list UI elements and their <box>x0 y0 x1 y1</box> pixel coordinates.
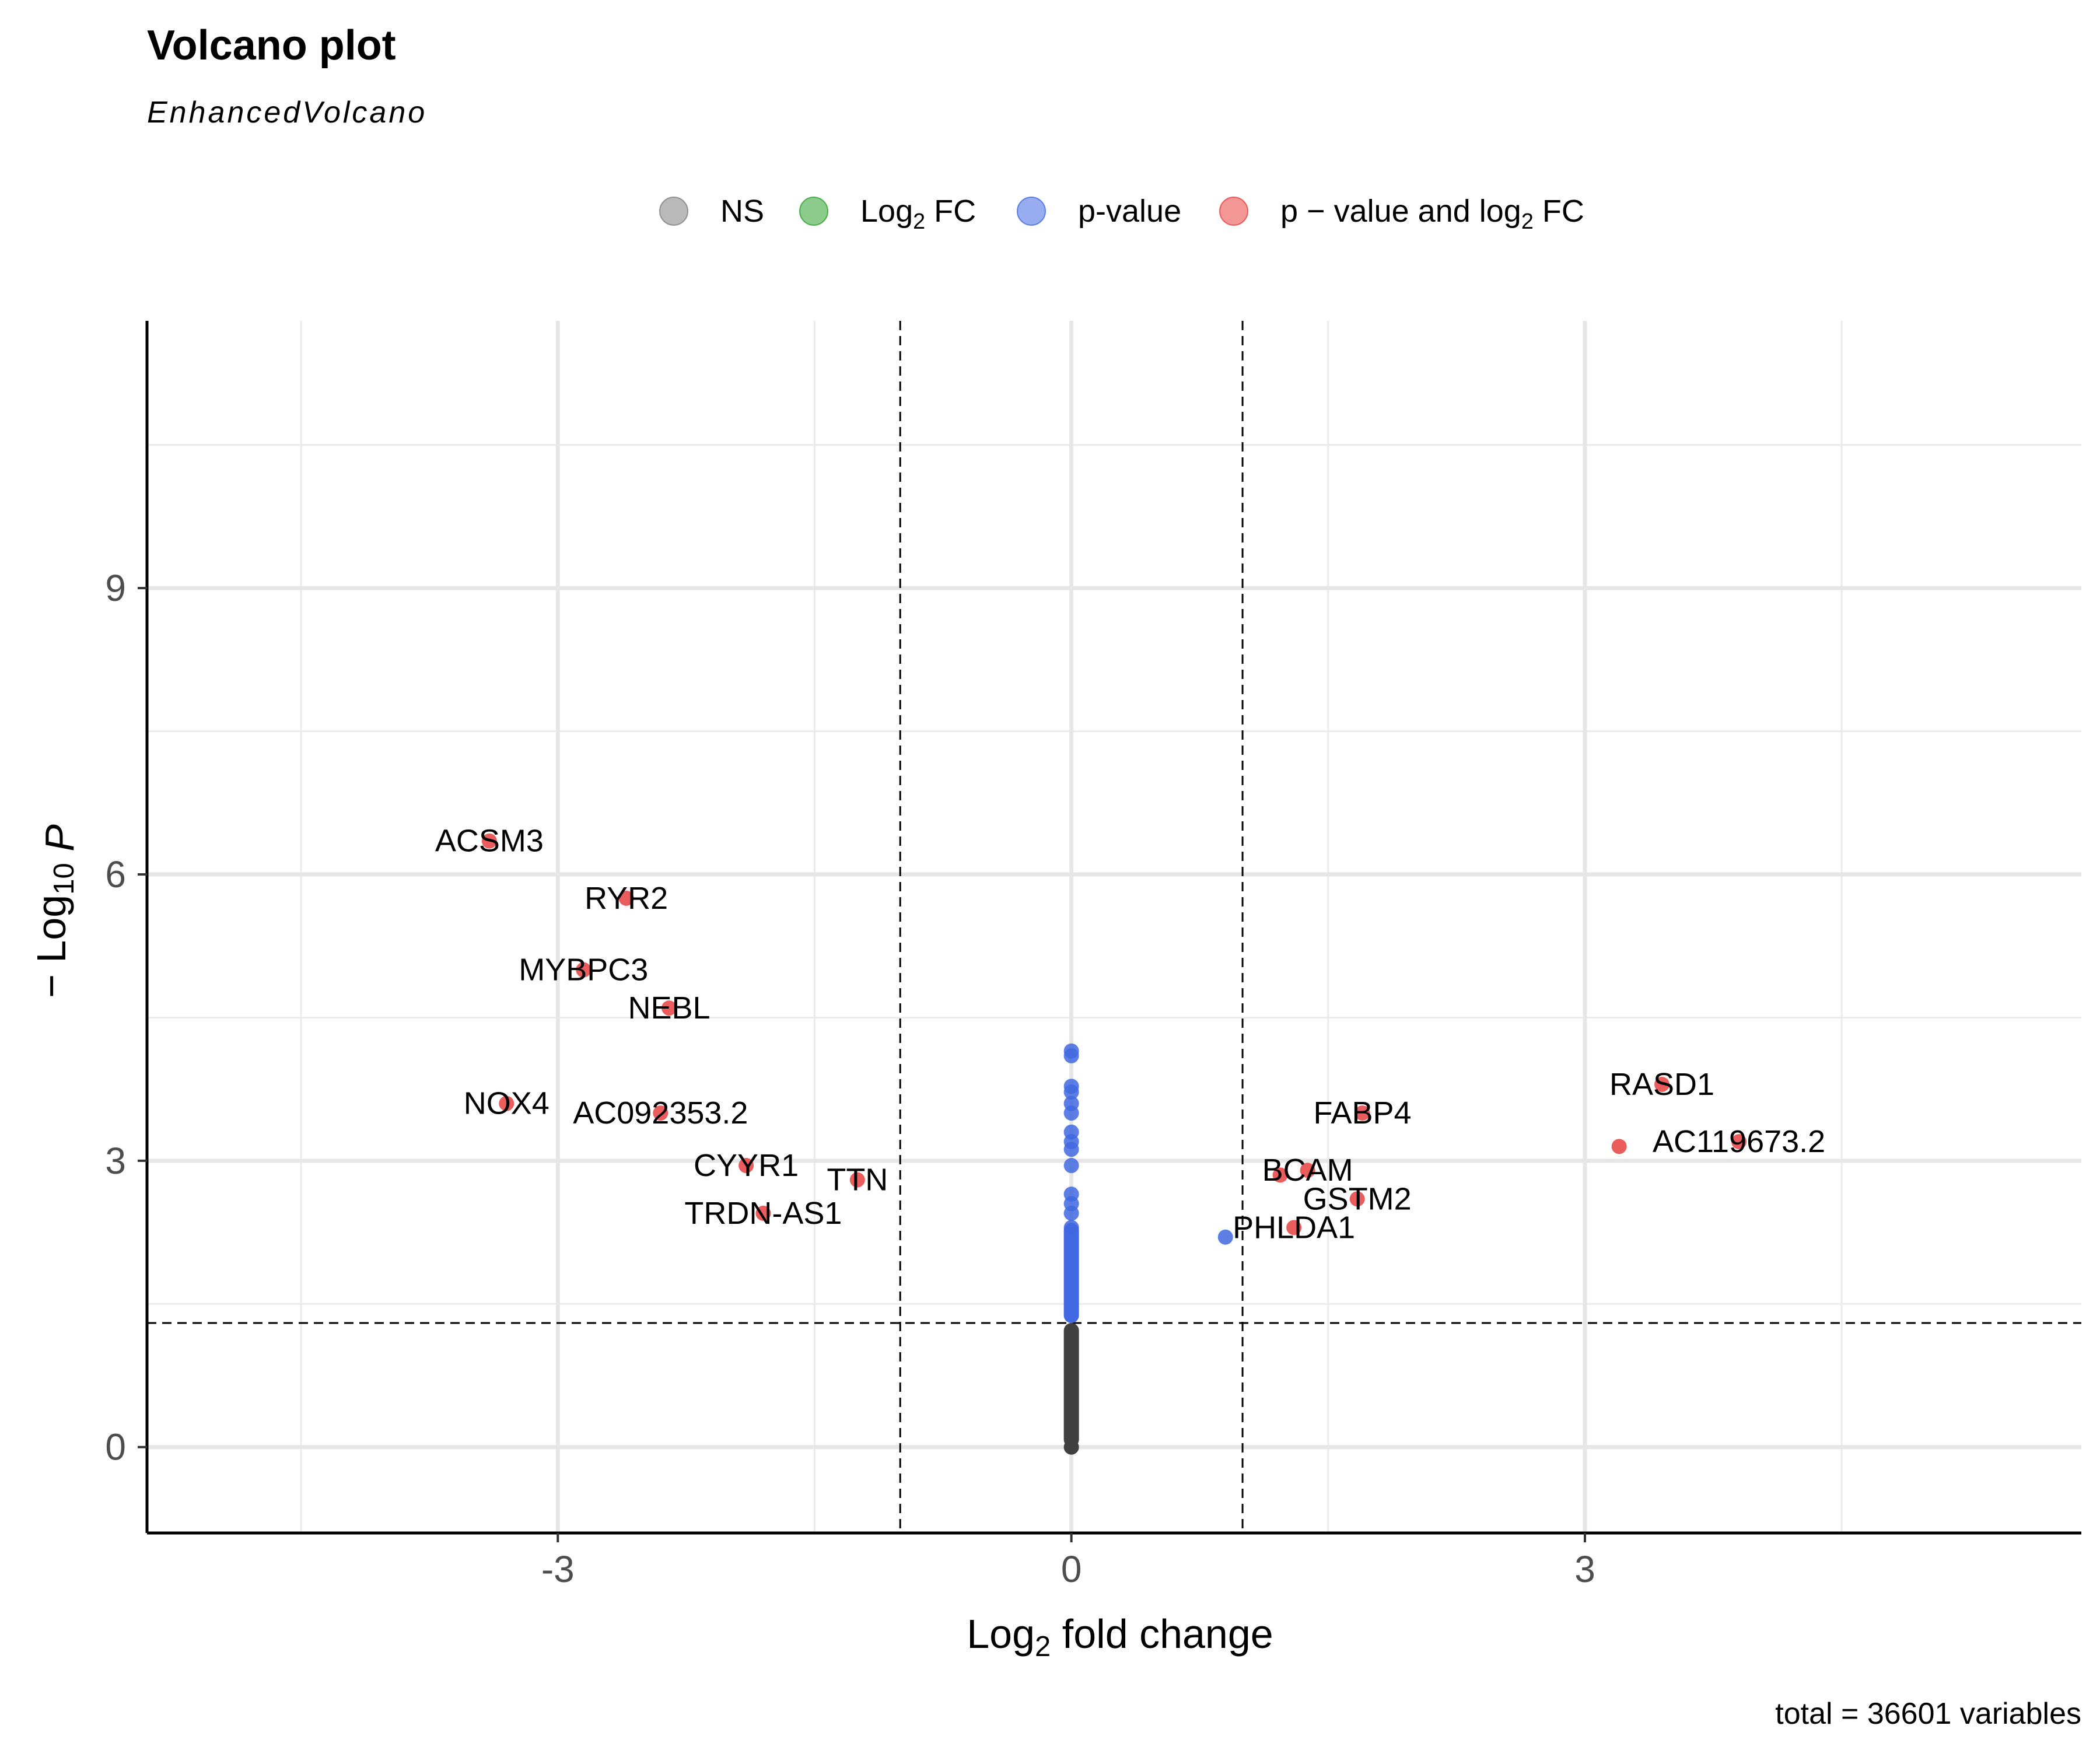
gene-label-gstm2: GSTM2 <box>1303 1181 1412 1216</box>
y-tick-label-0: 0 <box>105 1426 126 1468</box>
sig-point-nebl <box>662 1000 677 1016</box>
data-points <box>481 833 1747 1455</box>
sig-point-acsm3 <box>481 833 497 849</box>
sig-point-rasd1 <box>1654 1076 1670 1092</box>
gene-label-nebl: NEBL <box>628 991 710 1026</box>
x-tick-label-2: 3 <box>1574 1548 1595 1590</box>
legend-key-p <box>1017 197 1046 226</box>
sig-point-ac092353.2 <box>653 1105 668 1121</box>
cutoff-lines <box>147 321 2081 1533</box>
gene-label-ttn: TTN <box>827 1163 888 1198</box>
sig-point-ryr2 <box>618 890 634 906</box>
pvalue-point-8 <box>1063 1142 1079 1157</box>
sig-point-cyyr1 <box>738 1158 754 1174</box>
y-tick-label-3: 9 <box>105 567 126 609</box>
gene-label-nox4: NOX4 <box>464 1086 550 1121</box>
chart-subtitle: EnhancedVolcano <box>147 96 427 130</box>
grid <box>147 321 2081 1533</box>
caption: total = 36601 variables <box>1775 1697 2081 1731</box>
sig-point-trdn-as1 <box>755 1205 771 1221</box>
pvalue-point-1 <box>1063 1048 1079 1063</box>
legend-key-both <box>1219 197 1248 226</box>
sig-point-14 <box>1272 1167 1288 1183</box>
pvalue-point-3 <box>1063 1084 1079 1100</box>
x-tick-label-0: -3 <box>541 1548 575 1590</box>
pvalue-points-column <box>1063 1223 1079 1324</box>
pvalue-point-14 <box>1217 1229 1233 1245</box>
sig-point-ttn <box>849 1172 865 1188</box>
y-tick-label-1: 3 <box>105 1140 126 1182</box>
ns-points-column <box>1063 1323 1079 1447</box>
legend-label-ns: NS <box>720 194 764 229</box>
axes: -3 0 3 0 3 6 9 <box>105 321 2081 1590</box>
pvalue-point-13 <box>1063 1220 1079 1236</box>
y-tick-label-2: 6 <box>105 853 126 895</box>
sig-point-11 <box>1611 1139 1627 1154</box>
chart-title: Volcano plot <box>147 22 396 69</box>
x-axis-title: Log2 fold change <box>967 1611 1273 1662</box>
legend: NS Log2 FC p-value p − value and log2 FC <box>659 194 1584 234</box>
gene-label-mybpc3: MYBPC3 <box>519 953 648 988</box>
gene-label-cyyr1: CYYR1 <box>694 1148 799 1183</box>
gene-label-fabp4: FABP4 <box>1313 1096 1411 1130</box>
gene-label-ryr2: RYR2 <box>584 881 668 916</box>
y-axis-title: − Log10 P <box>29 824 82 998</box>
sig-point-ac119673.2 <box>1731 1134 1747 1150</box>
gene-label-ac119673.2: AC119673.2 <box>1653 1124 1825 1159</box>
gene-label-rasd1: RASD1 <box>1609 1067 1714 1102</box>
pvalue-point-5 <box>1063 1105 1079 1121</box>
sig-point-bcam <box>1300 1163 1315 1178</box>
gene-label-trdn-as1: TRDN-AS1 <box>684 1196 842 1231</box>
ns-point-base <box>1063 1439 1079 1455</box>
gene-label-acsm3: ACSM3 <box>435 824 544 859</box>
pvalue-point-9 <box>1063 1158 1079 1174</box>
legend-key-fc <box>799 197 828 226</box>
legend-label-p: p-value <box>1078 194 1181 229</box>
sig-point-gstm2 <box>1349 1191 1365 1207</box>
sig-point-nox4 <box>499 1096 514 1111</box>
x-tick-label-1: 0 <box>1061 1548 1082 1590</box>
sig-point-mybpc3 <box>576 962 592 978</box>
sig-point-fabp4 <box>1354 1105 1370 1121</box>
legend-label-both: p − value and log2 FC <box>1280 194 1584 234</box>
legend-key-ns <box>659 197 688 226</box>
gene-label-ac092353.2: AC092353.2 <box>573 1096 748 1130</box>
gene-label-bcam: BCAM <box>1262 1153 1353 1188</box>
legend-label-fc: Log2 FC <box>860 194 976 234</box>
gene-label-phlda1: PHLDA1 <box>1233 1210 1355 1245</box>
pvalue-point-12 <box>1063 1205 1079 1221</box>
sig-point-16 <box>1286 1220 1302 1236</box>
